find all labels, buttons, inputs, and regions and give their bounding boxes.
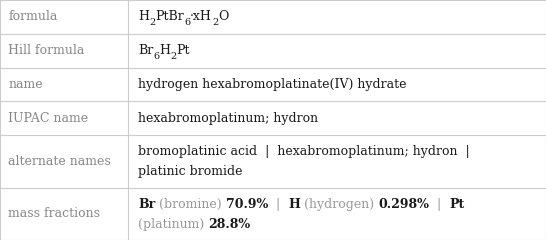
- Text: H: H: [288, 198, 300, 211]
- Text: Pt: Pt: [450, 198, 465, 211]
- Text: platinic bromide: platinic bromide: [138, 165, 242, 178]
- Text: 6: 6: [153, 52, 159, 61]
- Text: Br: Br: [138, 44, 153, 57]
- Text: (hydrogen): (hydrogen): [300, 198, 378, 211]
- Text: hexabromoplatinum; hydron: hexabromoplatinum; hydron: [138, 112, 318, 125]
- Text: 28.8%: 28.8%: [209, 218, 251, 231]
- Text: |: |: [429, 198, 450, 211]
- Text: ·xH: ·xH: [190, 10, 212, 24]
- Text: hydrogen hexabromoplatinate(IV) hydrate: hydrogen hexabromoplatinate(IV) hydrate: [138, 78, 407, 91]
- Text: formula: formula: [8, 10, 57, 24]
- Text: 2: 2: [212, 18, 218, 28]
- Text: O: O: [218, 10, 229, 24]
- Text: (bromine): (bromine): [156, 198, 226, 211]
- Text: 6: 6: [184, 18, 190, 28]
- Text: 2: 2: [170, 52, 177, 61]
- Text: Hill formula: Hill formula: [8, 44, 85, 57]
- Text: Pt: Pt: [177, 44, 190, 57]
- Text: Br: Br: [138, 198, 156, 211]
- Text: H: H: [159, 44, 170, 57]
- Text: PtBr: PtBr: [156, 10, 184, 24]
- Text: 70.9%: 70.9%: [226, 198, 268, 211]
- Text: |: |: [268, 198, 288, 211]
- Text: bromoplatinic acid  |  hexabromoplatinum; hydron  |: bromoplatinic acid | hexabromoplatinum; …: [138, 145, 470, 158]
- Text: mass fractions: mass fractions: [8, 207, 100, 220]
- Text: alternate names: alternate names: [8, 155, 111, 168]
- Text: 2: 2: [149, 18, 156, 28]
- Text: 0.298%: 0.298%: [378, 198, 429, 211]
- Text: name: name: [8, 78, 43, 91]
- Text: (platinum): (platinum): [138, 218, 209, 231]
- Text: H: H: [138, 10, 149, 24]
- Text: IUPAC name: IUPAC name: [8, 112, 88, 125]
